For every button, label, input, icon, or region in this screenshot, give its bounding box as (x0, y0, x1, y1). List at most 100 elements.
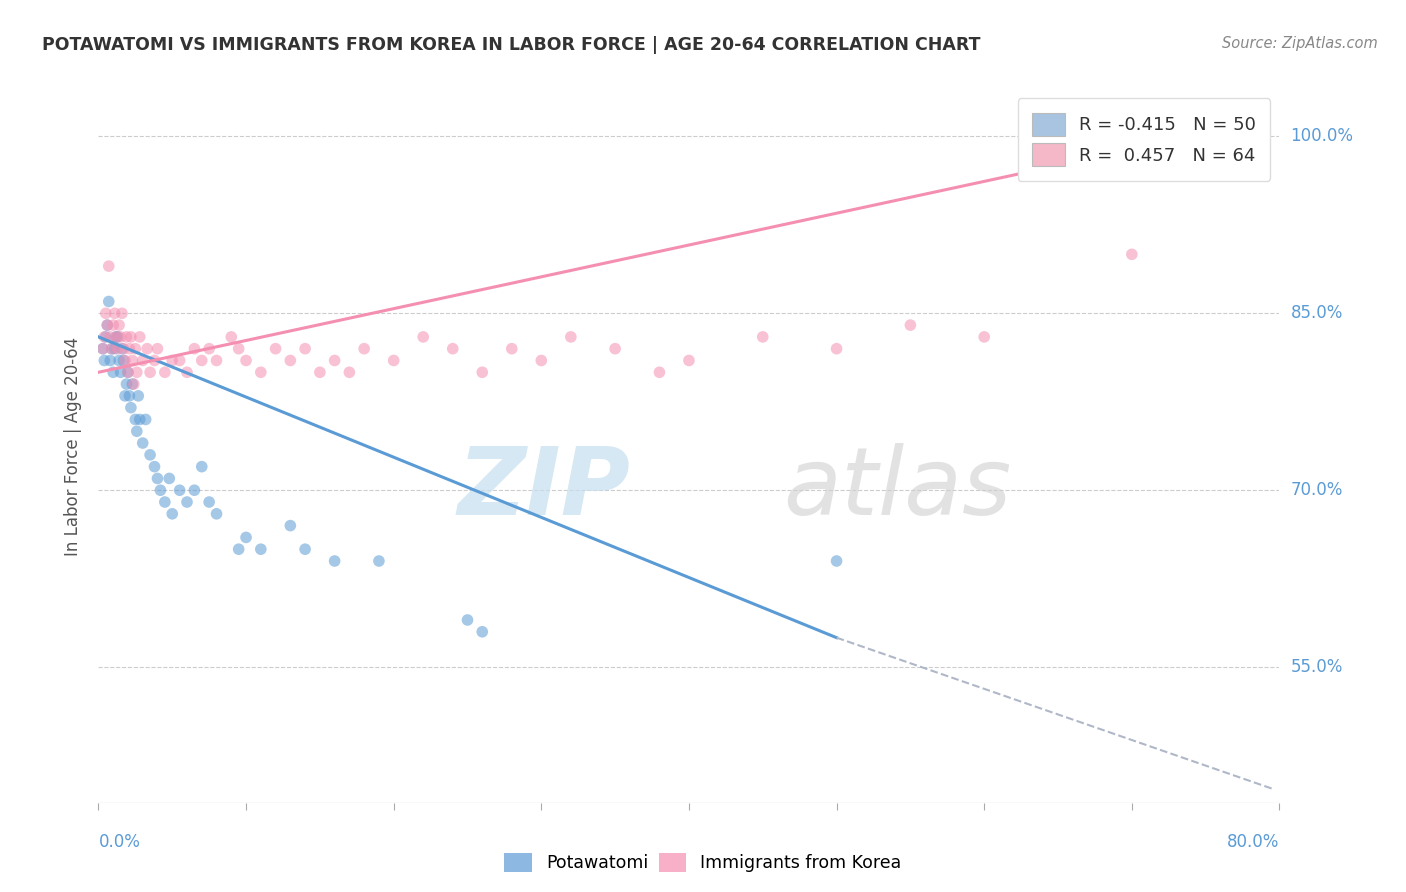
Point (441, 342, 464, 356)
Point (139, 365, 162, 379)
Point (100, 342, 122, 356)
Point (176, 495, 198, 509)
Text: 80.0%: 80.0% (1227, 833, 1279, 851)
Point (98, 353, 121, 368)
Point (198, 342, 221, 356)
Point (250, 542, 273, 557)
Point (107, 330, 129, 344)
Point (111, 306, 134, 320)
Point (157, 471, 180, 485)
Point (648, 365, 671, 379)
Point (205, 353, 228, 368)
Point (125, 424, 148, 438)
Point (93, 353, 115, 368)
Point (353, 342, 375, 356)
Point (110, 365, 132, 379)
Point (471, 365, 494, 379)
Text: 100.0%: 100.0% (1291, 128, 1354, 145)
Point (501, 342, 523, 356)
Point (191, 459, 214, 474)
Point (146, 342, 169, 356)
Point (146, 471, 169, 485)
Point (382, 353, 405, 368)
Point (294, 542, 316, 557)
Point (751, 330, 773, 344)
Point (117, 365, 139, 379)
Point (1121, 247, 1143, 261)
Point (122, 377, 145, 392)
Point (825, 554, 848, 568)
Point (128, 412, 150, 426)
Point (98, 330, 121, 344)
Point (110, 330, 132, 344)
Point (153, 365, 176, 379)
Point (191, 353, 214, 368)
Point (100, 342, 122, 356)
Point (112, 353, 135, 368)
Point (143, 353, 166, 368)
Point (124, 412, 146, 426)
Point (91, 342, 114, 356)
Text: atlas: atlas (783, 443, 1012, 534)
Text: Source: ZipAtlas.com: Source: ZipAtlas.com (1222, 36, 1378, 51)
Point (108, 353, 131, 368)
Point (456, 613, 478, 627)
Point (183, 483, 205, 498)
Point (136, 342, 159, 356)
Point (127, 389, 149, 403)
Point (120, 330, 142, 344)
Point (323, 554, 346, 568)
Point (228, 342, 250, 356)
Point (96, 318, 118, 332)
Point (149, 483, 172, 498)
Point (121, 377, 143, 392)
Point (169, 353, 191, 368)
Point (94, 330, 117, 344)
Point (278, 353, 302, 368)
Point (678, 353, 700, 368)
Point (973, 330, 995, 344)
Point (96, 318, 118, 332)
Point (228, 542, 250, 557)
Legend: Potawatomi, Immigrants from Korea: Potawatomi, Immigrants from Korea (498, 846, 908, 879)
Point (219, 330, 242, 344)
Text: ZIP: ZIP (457, 442, 630, 535)
Point (135, 412, 157, 426)
Point (176, 365, 198, 379)
Point (368, 554, 391, 568)
Point (183, 342, 205, 356)
Point (112, 342, 135, 356)
Text: 55.0%: 55.0% (1291, 658, 1343, 676)
Point (115, 330, 138, 344)
Point (103, 365, 125, 379)
Point (104, 342, 127, 356)
Text: 85.0%: 85.0% (1291, 304, 1343, 322)
Point (162, 353, 183, 368)
Point (235, 353, 257, 368)
Legend: R = -0.415   N = 50, R =  0.457   N = 64: R = -0.415 N = 50, R = 0.457 N = 64 (1018, 98, 1271, 181)
Point (91, 342, 114, 356)
Point (560, 330, 582, 344)
Y-axis label: In Labor Force | Age 20-64: In Labor Force | Age 20-64 (65, 336, 83, 556)
Point (471, 624, 494, 639)
Point (118, 342, 141, 356)
Point (111, 342, 134, 356)
Point (198, 495, 221, 509)
Point (264, 342, 287, 356)
Point (205, 507, 228, 521)
Point (128, 330, 150, 344)
Point (97, 259, 120, 273)
Text: 0.0%: 0.0% (98, 833, 141, 851)
Point (530, 353, 553, 368)
Point (309, 365, 332, 379)
Point (105, 330, 128, 344)
Point (153, 495, 176, 509)
Point (103, 318, 125, 332)
Text: POTAWATOMI VS IMMIGRANTS FROM KOREA IN LABOR FORCE | AGE 20-64 CORRELATION CHART: POTAWATOMI VS IMMIGRANTS FROM KOREA IN L… (42, 36, 980, 54)
Point (94, 306, 117, 320)
Point (139, 448, 162, 462)
Point (323, 353, 346, 368)
Text: 70.0%: 70.0% (1291, 481, 1343, 500)
Point (143, 459, 166, 474)
Point (105, 330, 128, 344)
